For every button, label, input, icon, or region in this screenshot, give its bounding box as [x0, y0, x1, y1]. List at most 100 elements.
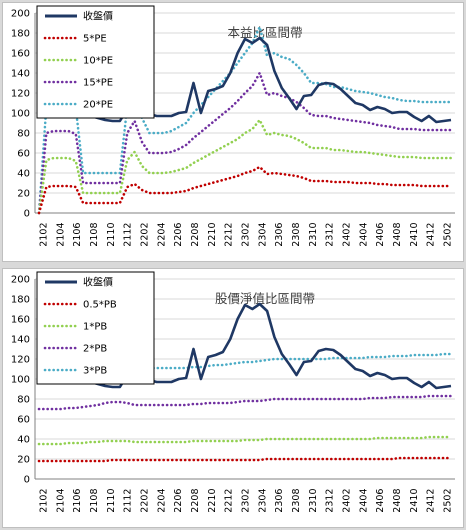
x-tick-label: 2210 — [207, 489, 218, 513]
x-tick-label: 2112 — [123, 223, 134, 247]
x-tick-label: 2404 — [358, 223, 369, 247]
pb-band-chart: 0 20 40 60 80 100 120 140 160 180 200 2102 2104 2106 2… — [11, 271, 455, 513]
legend-box — [36, 271, 155, 385]
y-tick-label: 60 — [17, 149, 30, 160]
y-tick-label: 120 — [11, 355, 30, 366]
y-tick-label: 180 — [11, 29, 30, 40]
series-line-band-1 — [37, 165, 453, 215]
x-tick-label: 2204 — [156, 489, 167, 513]
legend-label: 20*PE — [83, 100, 113, 111]
x-tick-label: 2112 — [123, 489, 134, 513]
legend-label: 1*PB — [83, 322, 107, 333]
x-tick-label: 2408 — [392, 223, 403, 247]
y-tick-label: 20 — [17, 189, 30, 200]
legend-label: 10*PE — [83, 56, 113, 67]
x-tick-label: 2406 — [375, 223, 386, 247]
series-line-band-4 — [37, 23, 453, 215]
x-tick-label: 2110 — [106, 489, 117, 513]
x-tick-label: 2106 — [72, 223, 83, 247]
legend-label: 0.5*PB — [83, 300, 117, 311]
x-tick-label: 2208 — [190, 489, 201, 513]
x-tick-label: 2304 — [257, 223, 268, 247]
x-tick-label: 2306 — [274, 489, 285, 513]
y-tick-label: 100 — [11, 375, 30, 386]
y-tick-label: 60 — [17, 415, 30, 426]
y-tick-label: 0 — [24, 209, 30, 220]
x-tick-label: 2410 — [409, 489, 420, 513]
y-tick-label: 160 — [11, 49, 30, 60]
x-tick-label: 2310 — [308, 489, 319, 513]
x-tick-label: 2402 — [342, 489, 353, 513]
series-line-band-2 — [37, 435, 453, 446]
y-tick-label: 80 — [17, 395, 30, 406]
x-tick-label: 2310 — [308, 223, 319, 247]
x-tick-label: 2312 — [325, 223, 336, 247]
x-tick-label: 2308 — [291, 223, 302, 247]
x-tick-label: 2306 — [274, 223, 285, 247]
x-tick-label: 2502 — [443, 223, 454, 247]
series-line-band-1 — [37, 456, 453, 463]
chart-title: 股價淨值比區間帶 — [215, 291, 315, 306]
x-tick-label: 2404 — [358, 489, 369, 513]
x-tick-label: 2408 — [392, 489, 403, 513]
x-tick-label: 2410 — [409, 223, 420, 247]
x-tick-label: 2108 — [89, 489, 100, 513]
legend: 收盤價 5*PE 10*PE 15*PE 20*PE — [36, 5, 155, 119]
x-tick-label: 2412 — [426, 489, 437, 513]
x-tick-label: 2402 — [342, 223, 353, 247]
legend-label: 15*PE — [83, 78, 113, 89]
series-line-close-price — [38, 302, 452, 390]
series-line-close-price — [38, 36, 452, 124]
x-tick-label: 2102 — [39, 489, 50, 513]
legend: 收盤價 0.5*PB 1*PB 2*PB 3*PB — [36, 271, 155, 385]
y-tick-label: 40 — [17, 435, 30, 446]
x-tick-label: 2312 — [325, 489, 336, 513]
legend-box — [36, 5, 155, 119]
legend-label: 3*PB — [83, 366, 107, 377]
y-tick-label: 200 — [11, 275, 30, 286]
x-tick-label: 2302 — [241, 489, 252, 513]
series-line-band-3 — [37, 394, 453, 411]
y-tick-label: 80 — [17, 129, 30, 140]
legend-label: 2*PB — [83, 344, 107, 355]
chart-title: 本益比區間帶 — [227, 25, 302, 40]
x-tick-label: 2206 — [173, 489, 184, 513]
x-tick-label: 2206 — [173, 223, 184, 247]
x-tick-label: 2302 — [241, 223, 252, 247]
pe-band-chart-panel: 0 20 40 60 80 100 120 140 160 180 200 2102 2104 2106 2… — [2, 2, 464, 262]
x-tick-label: 2108 — [89, 223, 100, 247]
y-tick-label: 20 — [17, 455, 30, 466]
x-tick-label: 2212 — [224, 223, 235, 247]
x-tick-label: 2102 — [39, 223, 50, 247]
y-tick-label: 40 — [17, 169, 30, 180]
y-tick-label: 100 — [11, 109, 30, 120]
legend-label: 5*PE — [83, 34, 107, 45]
x-tick-label: 2104 — [55, 489, 66, 513]
legend-label: 收盤價 — [83, 276, 113, 289]
y-tick-label: 180 — [11, 295, 30, 306]
x-tick-label: 2210 — [207, 223, 218, 247]
series-line-band-3 — [37, 69, 453, 215]
legend-label: 收盤價 — [83, 10, 113, 23]
x-tick-label: 2106 — [72, 489, 83, 513]
x-tick-label: 2208 — [190, 223, 201, 247]
y-tick-label: 120 — [11, 89, 30, 100]
x-tick-label: 2412 — [426, 223, 437, 247]
y-tick-label: 0 — [24, 475, 30, 486]
x-tick-label: 2308 — [291, 489, 302, 513]
y-tick-label: 200 — [11, 9, 30, 20]
x-tick-label: 2212 — [224, 489, 235, 513]
series-line-band-2 — [37, 117, 453, 215]
x-tick-label: 2202 — [140, 489, 151, 513]
y-tick-label: 140 — [11, 69, 30, 80]
x-tick-label: 2202 — [140, 223, 151, 247]
x-tick-label: 2204 — [156, 223, 167, 247]
y-tick-label: 160 — [11, 315, 30, 326]
x-tick-label: 2104 — [55, 223, 66, 247]
y-tick-label: 140 — [11, 335, 30, 346]
x-tick-label: 2502 — [443, 489, 454, 513]
pe-band-chart: 0 20 40 60 80 100 120 140 160 180 200 2102 2104 2106 2… — [11, 5, 455, 247]
x-tick-label: 2110 — [106, 223, 117, 247]
x-tick-label: 2406 — [375, 489, 386, 513]
x-tick-label: 2304 — [257, 489, 268, 513]
